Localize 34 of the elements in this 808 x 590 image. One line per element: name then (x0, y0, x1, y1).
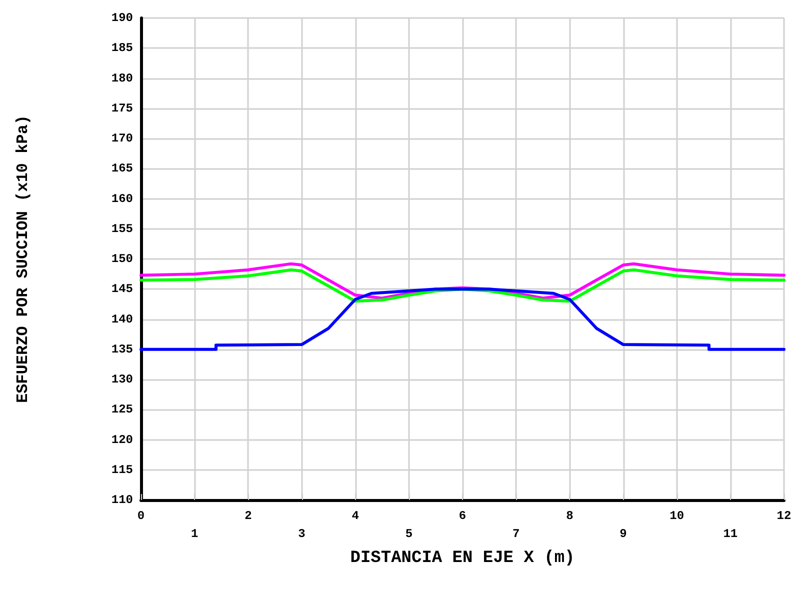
y-tick-label: 155 (111, 222, 133, 236)
y-tick-label: 170 (111, 132, 133, 146)
y-tick-label: 160 (111, 192, 133, 206)
y-tick-label: 125 (111, 402, 133, 417)
y-tick-label: 140 (111, 312, 133, 326)
x-tick-label: 0 (137, 509, 145, 523)
y-axis-title: ESFUERZO POR SUCCION (x10 kPa) (14, 114, 32, 404)
line-series (140, 268, 786, 303)
x2-tick-label: 3 (298, 527, 306, 541)
x2-tick-label: 11 (723, 527, 738, 541)
y-tick-label: 175 (111, 101, 133, 116)
y-tick-label: 150 (111, 252, 133, 266)
x-axis-title: DISTANCIA EN EJE X (m) (350, 549, 575, 568)
y-tick-label: 185 (111, 41, 133, 56)
y-tick-label: 115 (111, 462, 133, 477)
line-series (140, 288, 786, 351)
x-tick-label: 12 (776, 509, 792, 523)
y-tick-label: 165 (111, 162, 133, 176)
x2-tick-label: 7 (512, 527, 520, 541)
x-tick-label: 6 (458, 509, 466, 523)
y-tick-label: 120 (111, 432, 133, 447)
x2-tick-label: 1 (190, 527, 198, 541)
y-tick-label: 180 (111, 71, 133, 86)
x-tick-label: 10 (670, 509, 684, 523)
y-tick-label: 145 (111, 282, 133, 296)
x-tick-label: 4 (352, 509, 359, 523)
x-tick-label: 8 (566, 509, 574, 523)
y-tick-label: 110 (111, 493, 133, 507)
x2-tick-label: 9 (620, 527, 627, 541)
y-tick-label: 190 (111, 11, 133, 25)
x2-tick-label: 5 (405, 527, 413, 541)
y-tick-label: 130 (111, 372, 133, 386)
x-tick-label: 2 (244, 509, 252, 523)
y-tick-label: 135 (111, 342, 133, 356)
